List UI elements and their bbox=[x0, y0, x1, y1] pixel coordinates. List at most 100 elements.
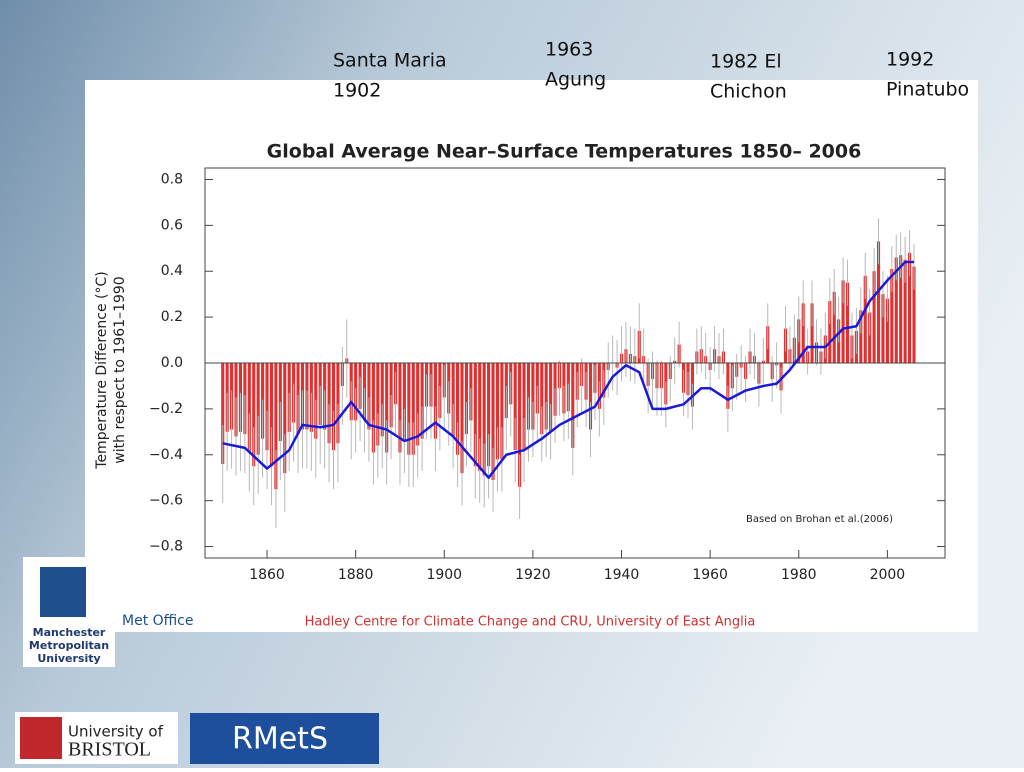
x-tick-label: 1860 bbox=[249, 567, 285, 583]
y-axis-label: with respect to 1961–1990 bbox=[112, 276, 128, 463]
x-tick-label: 1880 bbox=[338, 567, 374, 583]
bar bbox=[464, 363, 468, 435]
bar bbox=[500, 363, 504, 460]
annotation: 1902 bbox=[333, 80, 381, 102]
bar bbox=[859, 310, 863, 363]
annotations: Santa Maria 1902 1963 Agung 1982 El Chichon 19… bbox=[333, 39, 969, 103]
bar bbox=[256, 363, 260, 455]
bar bbox=[540, 363, 544, 435]
bar bbox=[810, 303, 814, 363]
bar bbox=[894, 257, 898, 363]
bar bbox=[549, 363, 553, 432]
annotation: 1982 El bbox=[710, 51, 782, 73]
y-tick-label: 0.2 bbox=[161, 309, 183, 325]
bar bbox=[513, 363, 517, 451]
bar bbox=[265, 363, 269, 451]
bar bbox=[451, 363, 455, 437]
bar bbox=[526, 363, 531, 430]
bar bbox=[868, 312, 872, 363]
bar bbox=[876, 241, 881, 363]
bar bbox=[376, 363, 380, 446]
bar bbox=[247, 363, 251, 453]
bar bbox=[380, 363, 384, 437]
bar bbox=[903, 259, 907, 363]
bar bbox=[407, 363, 411, 455]
bar bbox=[872, 271, 876, 363]
bar bbox=[274, 363, 278, 490]
smooth-line bbox=[222, 260, 914, 479]
mmu-name: University bbox=[37, 652, 100, 665]
y-tick-label: −0.8 bbox=[149, 539, 183, 555]
mmu-name: Metropolitan bbox=[29, 639, 109, 652]
bar bbox=[327, 363, 331, 444]
y-axis-label: Temperature Difference (°C) bbox=[94, 271, 110, 469]
bar bbox=[571, 363, 575, 448]
bar bbox=[367, 363, 371, 430]
rmets-name: RMetS bbox=[232, 722, 328, 757]
bar bbox=[456, 363, 460, 455]
bar bbox=[912, 266, 916, 363]
bar bbox=[331, 363, 336, 451]
bar bbox=[482, 363, 486, 476]
bar bbox=[588, 363, 593, 430]
bar bbox=[801, 303, 805, 363]
bar bbox=[411, 363, 415, 455]
bristol-name: University of bbox=[68, 723, 164, 741]
mmu-name: Manchester bbox=[33, 626, 106, 639]
bar bbox=[371, 363, 375, 453]
y-tick-label: −0.6 bbox=[149, 493, 183, 509]
bar bbox=[828, 301, 832, 363]
bar bbox=[495, 363, 500, 460]
bar bbox=[531, 363, 535, 430]
bar bbox=[890, 268, 894, 363]
mmu-emblem bbox=[40, 567, 86, 617]
bar bbox=[845, 282, 850, 363]
y-tick-label: 0.6 bbox=[161, 217, 183, 233]
annotation: Santa Maria bbox=[333, 50, 447, 72]
x-tick-label: 1980 bbox=[781, 567, 817, 583]
y-tick-label: 0.4 bbox=[161, 263, 183, 279]
bar bbox=[518, 363, 522, 487]
bar bbox=[881, 294, 885, 363]
y-tick-label: 0.8 bbox=[161, 171, 183, 187]
y-tick-label: −0.4 bbox=[149, 447, 183, 463]
bar bbox=[522, 363, 526, 451]
annotation: Pinatubo bbox=[886, 79, 969, 101]
bar bbox=[269, 363, 274, 467]
note: Based on Brohan et al.(2006) bbox=[746, 514, 893, 525]
bar bbox=[478, 363, 482, 471]
bar bbox=[863, 275, 867, 363]
x-tick-label: 1920 bbox=[515, 567, 551, 583]
bar bbox=[491, 363, 495, 480]
rmets-logo bbox=[190, 713, 379, 764]
bar bbox=[832, 291, 836, 363]
plot: −0.8 −0.6 −0.4 −0.2 0.0 0.2 0.4 0.6 0.8 1860 1880 1… bbox=[149, 167, 946, 583]
bar bbox=[544, 363, 548, 430]
bar bbox=[252, 363, 256, 467]
annotation: 1963 bbox=[545, 39, 593, 61]
bar bbox=[385, 363, 389, 453]
y-tick-label: −0.2 bbox=[149, 401, 183, 417]
bar bbox=[283, 363, 287, 474]
x-tick-label: 1900 bbox=[426, 567, 462, 583]
x-tick-label: 1940 bbox=[604, 567, 640, 583]
annotation: Agung bbox=[545, 69, 606, 91]
chart-title: Global Average Near–Surface Temperatures… bbox=[267, 141, 862, 163]
bar bbox=[433, 363, 437, 439]
bar bbox=[899, 255, 903, 363]
bristol-name: BRISTOL bbox=[68, 739, 151, 761]
bar bbox=[908, 252, 912, 363]
bar bbox=[841, 280, 845, 363]
source: Hadley Centre for Climate Change and CRU… bbox=[305, 615, 756, 630]
x-tick-label: 1960 bbox=[692, 567, 728, 583]
bar bbox=[460, 363, 464, 474]
bar bbox=[398, 363, 402, 453]
bar bbox=[420, 363, 424, 439]
bar bbox=[473, 363, 477, 467]
bar bbox=[221, 363, 225, 464]
annotation: Chichon bbox=[710, 81, 787, 103]
annotation: 1992 bbox=[886, 49, 934, 71]
bar bbox=[416, 363, 420, 446]
x-tick-label: 2000 bbox=[870, 567, 906, 583]
